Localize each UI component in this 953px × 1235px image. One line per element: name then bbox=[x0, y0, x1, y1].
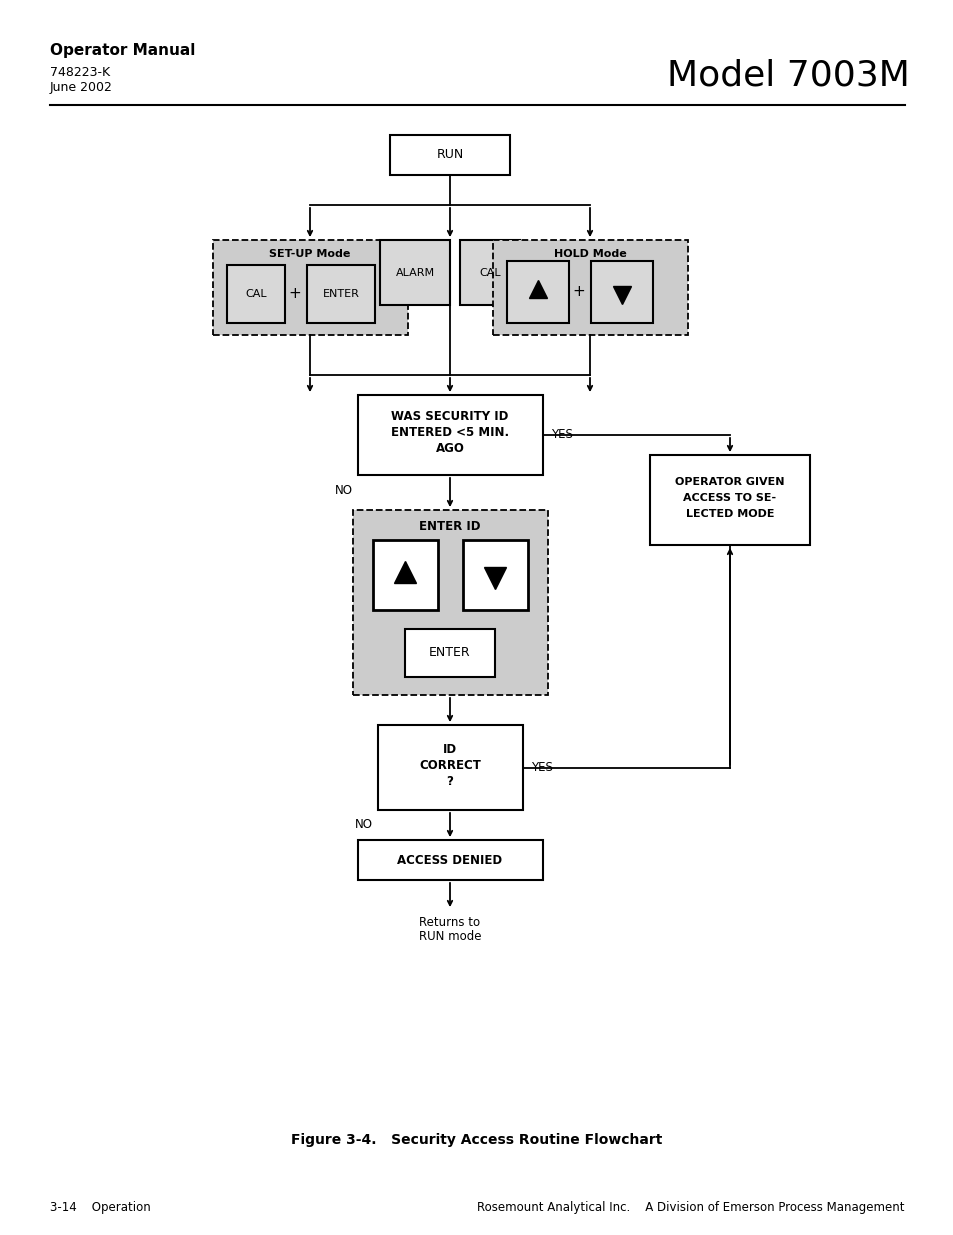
Bar bbox=[590, 261, 652, 324]
Text: Returns to: Returns to bbox=[419, 915, 480, 929]
Text: WAS SECURITY ID: WAS SECURITY ID bbox=[391, 410, 508, 424]
Text: CORRECT: CORRECT bbox=[418, 760, 480, 772]
Text: 748223-K: 748223-K bbox=[50, 65, 110, 79]
Text: OPERATOR GIVEN: OPERATOR GIVEN bbox=[675, 477, 784, 487]
Text: ACCESS DENIED: ACCESS DENIED bbox=[397, 853, 502, 867]
Bar bbox=[493, 240, 687, 335]
Bar bbox=[462, 540, 527, 610]
Text: CAL: CAL bbox=[478, 268, 500, 278]
Bar bbox=[390, 135, 510, 175]
Bar bbox=[357, 395, 542, 475]
Text: ?: ? bbox=[446, 776, 453, 788]
Bar bbox=[227, 266, 285, 324]
Text: Figure 3-4.   Security Access Routine Flowchart: Figure 3-4. Security Access Routine Flow… bbox=[291, 1132, 662, 1147]
Bar bbox=[377, 725, 522, 810]
Bar bbox=[373, 540, 437, 610]
Text: Rosemount Analytical Inc.    A Division of Emerson Process Management: Rosemount Analytical Inc. A Division of … bbox=[477, 1200, 904, 1214]
Text: RUN: RUN bbox=[436, 148, 463, 162]
Bar bbox=[405, 629, 495, 677]
Text: June 2002: June 2002 bbox=[50, 82, 112, 95]
Text: SET-UP Mode: SET-UP Mode bbox=[269, 249, 351, 259]
Text: NO: NO bbox=[335, 483, 353, 496]
Bar bbox=[379, 240, 450, 305]
Text: ALARM: ALARM bbox=[395, 268, 435, 278]
Text: ENTERED <5 MIN.: ENTERED <5 MIN. bbox=[391, 426, 509, 440]
Text: ENTER ID: ENTER ID bbox=[418, 520, 480, 532]
Bar bbox=[506, 261, 568, 324]
Text: +: + bbox=[289, 287, 301, 301]
Bar bbox=[459, 240, 519, 305]
Text: 3-14    Operation: 3-14 Operation bbox=[50, 1200, 151, 1214]
Text: YES: YES bbox=[551, 429, 572, 441]
Text: ACCESS TO SE-: ACCESS TO SE- bbox=[682, 493, 776, 503]
Text: YES: YES bbox=[531, 761, 553, 774]
Text: +: + bbox=[572, 284, 585, 300]
Bar bbox=[213, 240, 408, 335]
Text: ID: ID bbox=[442, 743, 456, 756]
Text: ENTER: ENTER bbox=[429, 646, 471, 659]
Bar bbox=[357, 840, 542, 881]
Text: HOLD Mode: HOLD Mode bbox=[553, 249, 626, 259]
Text: ENTER: ENTER bbox=[322, 289, 359, 299]
Text: AGO: AGO bbox=[436, 442, 464, 456]
Bar bbox=[307, 266, 375, 324]
Text: RUN mode: RUN mode bbox=[418, 930, 480, 944]
Text: LECTED MODE: LECTED MODE bbox=[685, 509, 774, 519]
Text: Operator Manual: Operator Manual bbox=[50, 42, 195, 58]
Text: CAL: CAL bbox=[245, 289, 267, 299]
Text: NO: NO bbox=[355, 819, 373, 831]
Text: Model 7003M: Model 7003M bbox=[666, 58, 909, 91]
Bar bbox=[353, 510, 547, 695]
Bar bbox=[649, 454, 809, 545]
